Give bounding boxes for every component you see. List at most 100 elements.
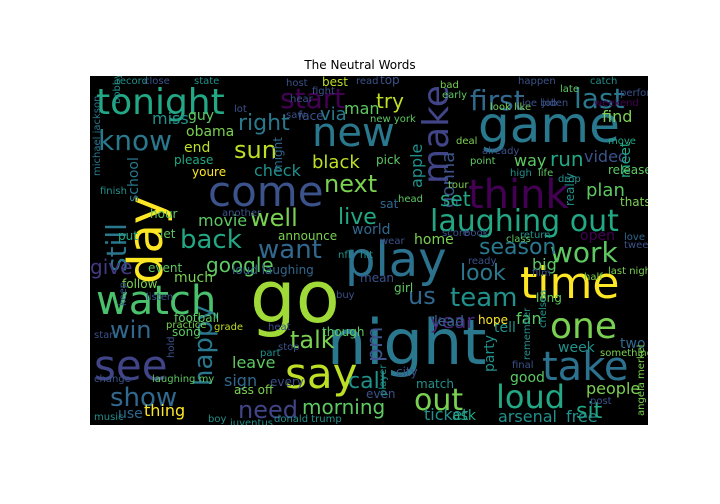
cloud-word: sun (234, 136, 277, 164)
word-cloud: go night game time day play see watch say take com… (90, 76, 648, 425)
cloud-word: top (380, 76, 400, 87)
cloud-word: open (580, 228, 615, 244)
cloud-word: live (338, 205, 377, 230)
cloud-word: black (312, 152, 360, 173)
cloud-word: star (94, 330, 114, 341)
cloud-word: face (298, 109, 324, 123)
cloud-word: weekend (594, 98, 639, 109)
cloud-word: check (254, 161, 302, 180)
cloud-word: miss (152, 109, 189, 128)
cloud-word: us (408, 282, 436, 310)
cloud-word: every (270, 375, 304, 389)
cloud-word: please (174, 153, 213, 167)
cloud-word: time (520, 258, 619, 309)
cloud-word: people (586, 379, 640, 398)
cloud-word: run (550, 147, 584, 171)
cloud-word: thats (620, 195, 648, 209)
cloud-word: city (396, 365, 418, 379)
cloud-word: take (542, 344, 629, 390)
cloud-word: thing (144, 401, 185, 420)
cloud-word: way (514, 151, 546, 170)
cloud-word: mean (360, 271, 394, 285)
cloud-word: start (280, 82, 345, 115)
cloud-word: finish (100, 186, 127, 197)
cloud-word: remember (522, 307, 533, 360)
cloud-word: tell (494, 320, 516, 336)
cloud-word: stop (278, 342, 300, 353)
cloud-word: arsenal (498, 407, 557, 425)
cloud-word: laughing out (430, 204, 619, 239)
cloud-word: game (478, 96, 620, 154)
cloud-word: pm (363, 327, 388, 362)
cloud-word: night (327, 306, 486, 379)
cloud-word: release (608, 163, 648, 177)
cloud-word: tweet (624, 240, 648, 251)
cloud-word: need (238, 396, 298, 424)
cloud-word: guy (188, 108, 214, 124)
cloud-word: look like (490, 102, 531, 113)
cloud-word: film (532, 268, 551, 279)
cloud-word: meet (618, 141, 634, 178)
cloud-word: put (118, 229, 138, 243)
cloud-word: another (222, 208, 262, 219)
cloud-word: juventus (229, 418, 273, 425)
cloud-word: set (440, 187, 471, 211)
cloud-word: long (536, 291, 562, 305)
cloud-word: match (416, 377, 454, 391)
cloud-word: though (322, 325, 364, 339)
cloud-word: catch (590, 76, 617, 87)
cloud-word: donald trump (274, 414, 342, 425)
cloud-word: call (348, 369, 386, 394)
cloud-word: want (258, 235, 322, 265)
cloud-word: year (430, 309, 475, 333)
cloud-word: angela merkel (636, 345, 647, 416)
cloud-word: michael jackson (92, 96, 103, 176)
cloud-word: new (312, 110, 395, 156)
cloud-word: well (250, 204, 298, 232)
cloud-word: home (414, 232, 454, 248)
cloud-word: follow (122, 277, 158, 291)
cloud-word: post (590, 396, 612, 407)
cloud-word: via (320, 104, 347, 125)
cloud-word: google (206, 253, 274, 277)
cloud-word: team (450, 283, 517, 313)
cloud-word: part (260, 348, 281, 359)
cloud-word: use (118, 406, 143, 422)
cloud-word: world (352, 222, 391, 238)
cloud-word: morning (302, 395, 385, 419)
cloud-word: season (479, 235, 556, 260)
cloud-word: record (116, 76, 148, 87)
cloud-word: watch (96, 278, 216, 324)
cloud-word: good (510, 370, 545, 386)
cloud-word: ticket (424, 405, 468, 424)
cloud-word: give (90, 255, 132, 279)
cloud-word: loud laughing (232, 263, 314, 277)
cloud-word: close (144, 76, 170, 87)
cloud-word: ass off (234, 383, 274, 397)
cloud-word: girl (394, 281, 413, 295)
cloud-word: win (110, 316, 152, 344)
cloud-word: hope (478, 313, 508, 327)
cloud-word: something (600, 348, 648, 359)
cloud-word: find (602, 107, 632, 126)
cloud-word: song (172, 325, 201, 339)
cloud-word: chelsea (538, 290, 549, 328)
cloud-word: let (160, 227, 176, 241)
cloud-word: point (470, 156, 496, 167)
cloud-word: keep (118, 282, 129, 306)
cloud-word: buy (336, 290, 355, 301)
cloud-word: lot (234, 104, 247, 115)
cloud-word: event (148, 261, 182, 275)
cloud-word: fight (312, 86, 335, 97)
cloud-word: class (506, 234, 531, 245)
cloud-word: first (470, 84, 525, 117)
cloud-word: hold (166, 336, 177, 358)
cloud-word: bobby jindal (112, 76, 123, 104)
cloud-word: wear (380, 236, 405, 247)
cloud-word: tonight (96, 82, 225, 123)
cloud-word: ready (468, 256, 497, 267)
cloud-word: one (550, 306, 617, 347)
cloud-word: two (620, 336, 646, 352)
cloud-word: fan (516, 309, 542, 328)
cloud-word: make (416, 85, 457, 184)
